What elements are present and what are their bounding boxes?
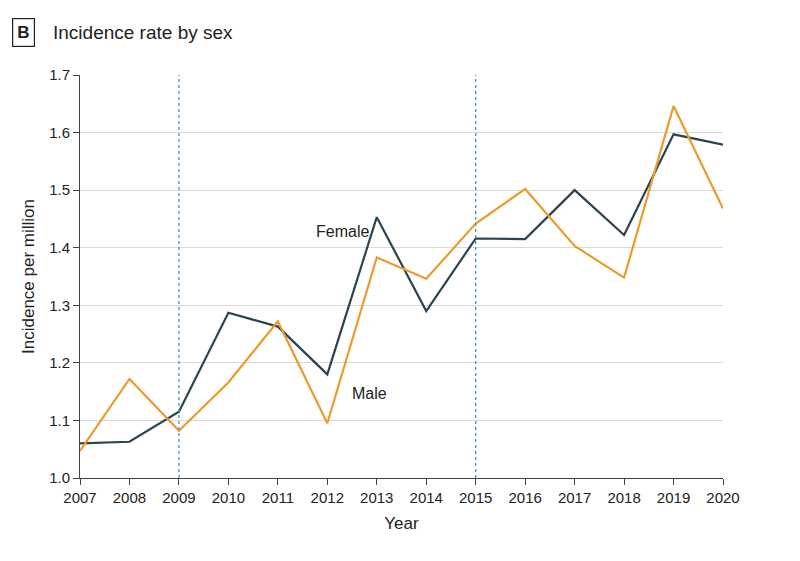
svg-text:1.3: 1.3 (49, 297, 70, 314)
svg-text:1.6: 1.6 (49, 124, 70, 141)
svg-text:2012: 2012 (311, 489, 344, 506)
svg-text:Incidence rate by sex: Incidence rate by sex (53, 22, 233, 43)
svg-text:2015: 2015 (459, 489, 492, 506)
svg-text:Year: Year (384, 514, 419, 533)
svg-text:1.4: 1.4 (49, 239, 70, 256)
svg-text:2018: 2018 (607, 489, 640, 506)
svg-text:2011: 2011 (262, 489, 294, 506)
svg-text:2020: 2020 (706, 489, 739, 506)
svg-text:2013: 2013 (360, 489, 393, 506)
svg-text:1.7: 1.7 (49, 66, 70, 83)
svg-text:2019: 2019 (657, 489, 690, 506)
svg-text:1.1: 1.1 (49, 412, 70, 429)
svg-text:Male: Male (352, 385, 387, 402)
svg-text:Incidence per million: Incidence per million (19, 199, 38, 354)
svg-text:2016: 2016 (508, 489, 541, 506)
svg-text:1.0: 1.0 (49, 469, 70, 486)
svg-text:1.2: 1.2 (49, 354, 70, 371)
svg-text:2014: 2014 (410, 489, 443, 506)
svg-text:2007: 2007 (63, 489, 96, 506)
svg-text:1.5: 1.5 (49, 181, 70, 198)
svg-text:2017: 2017 (558, 489, 591, 506)
svg-text:Female: Female (316, 223, 369, 240)
svg-text:2009: 2009 (162, 489, 195, 506)
svg-text:2008: 2008 (113, 489, 146, 506)
svg-text:B: B (17, 23, 29, 42)
svg-text:2010: 2010 (212, 489, 245, 506)
